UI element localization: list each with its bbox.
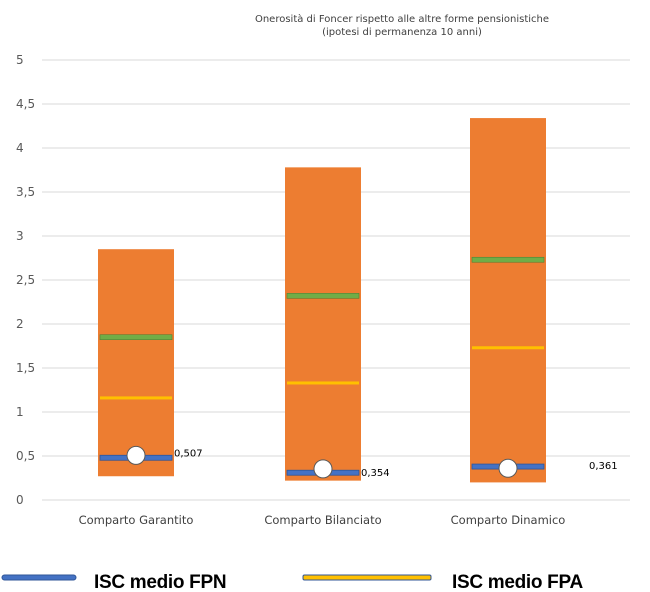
range-bar [470,118,546,483]
chart-title-line-2: (ipotesi di permanenza 10 anni) [322,27,482,38]
y-tick-label: 4,5 [16,97,35,111]
y-tick-label: 0 [16,493,24,507]
y-tick-label: 5 [16,53,24,67]
data-label: 0,507 [174,448,203,459]
y-axis-tick-labels: 0 0,5 1 1,5 2 2,5 3 3,5 4 4,5 5 [16,53,35,507]
marker-point [498,458,518,478]
legend-swatch-fpa [302,574,432,581]
y-tick-label: 4 [16,141,24,155]
y-tick-label: 1 [16,405,24,419]
range-bars [98,118,546,483]
fpa-line [472,346,544,350]
legend: ISC medio FPN ISC medio FPA [1,572,584,592]
x-category-label: Comparto Bilanciato [264,513,381,527]
green-level-line [286,293,360,299]
data-points: 0,507 0,354 0,361 [126,445,618,479]
y-tick-label: 2 [16,317,24,331]
y-tick-label: 1,5 [16,361,35,375]
fpa-line [100,396,172,400]
range-bar [285,167,361,481]
marker-point [313,459,333,479]
y-tick-label: 0,5 [16,449,35,463]
y-tick-label: 3 [16,229,24,243]
data-label: 0,361 [589,461,618,472]
green-level-line [471,256,545,263]
range-bar [98,249,174,477]
x-category-label: Comparto Garantito [79,513,194,527]
y-tick-label: 2,5 [16,273,35,287]
y-tick-label: 3,5 [16,185,35,199]
marker-point [126,445,146,465]
fpa-line [287,381,359,385]
data-label: 0,354 [361,468,390,479]
legend-swatch-fpn [1,574,77,581]
green-level-line [99,334,173,341]
x-category-label: Comparto Dinamico [451,513,566,527]
legend-label-fpn: ISC medio FPN [94,572,226,592]
x-axis-category-labels: Comparto Garantito Comparto Bilanciato Com… [79,513,566,527]
chart-title-line-1: Onerosità di Foncer rispetto alle altre … [255,13,549,25]
legend-label-fpa: ISC medio FPA [452,572,583,592]
